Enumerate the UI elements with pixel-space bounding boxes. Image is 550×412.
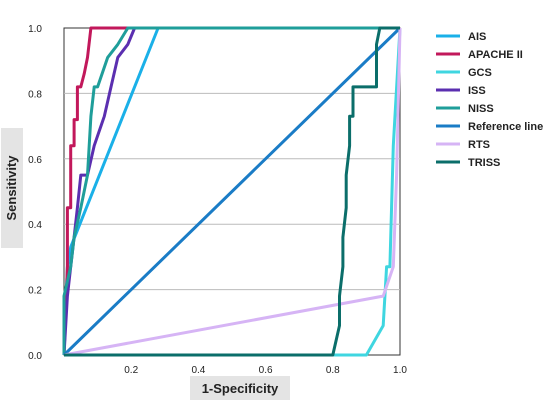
legend-label-ais: AIS <box>468 31 486 43</box>
legend-label-iss: ISS <box>468 85 486 97</box>
y-tick-label: 0.0 <box>28 351 42 362</box>
axis-titles: 1-Specificity Sensitivity <box>1 128 290 400</box>
x-axis-title: 1-Specificity <box>202 381 279 396</box>
legend: AIS APACHE II GCS ISS NISS Reference line RTS T… <box>436 31 543 169</box>
legend-label-niss: NISS <box>468 103 494 115</box>
x-tick-label: 1.0 <box>393 365 407 376</box>
legend-label-reference-line: Reference line <box>468 121 543 133</box>
series-line-apache-ii <box>62 26 400 356</box>
series-line-reference-line <box>62 26 402 357</box>
y-tick-label: 0.8 <box>28 89 42 100</box>
legend-label-gcs: GCS <box>468 67 492 79</box>
x-tick-label: 0.4 <box>191 365 205 376</box>
series-line-niss <box>62 26 400 355</box>
plot-area: 0.0 0.2 0.4 0.6 0.8 1.0 0.2 0.4 0.6 0.8 1.0 <box>28 24 407 376</box>
x-axis-title-bg <box>190 376 290 400</box>
y-axis-title-bg <box>1 128 23 248</box>
series-line-triss <box>64 26 400 357</box>
legend-label-apache-ii: APACHE II <box>468 49 523 61</box>
y-tick-label: 1.0 <box>28 24 42 35</box>
y-tick-label: 0.6 <box>28 155 42 166</box>
x-tick-label: 0.2 <box>124 365 138 376</box>
legend-label-rts: RTS <box>468 139 490 151</box>
y-axis-title: Sensitivity <box>4 155 19 221</box>
series-line-gcs <box>64 27 402 357</box>
legend-label-triss: TRISS <box>468 157 500 169</box>
y-tick-label: 0.2 <box>28 286 42 297</box>
x-tick-label: 0.8 <box>326 365 340 376</box>
y-tick-label: 0.4 <box>28 220 42 231</box>
series-line-rts <box>63 27 402 357</box>
x-tick-label: 0.6 <box>259 365 273 376</box>
